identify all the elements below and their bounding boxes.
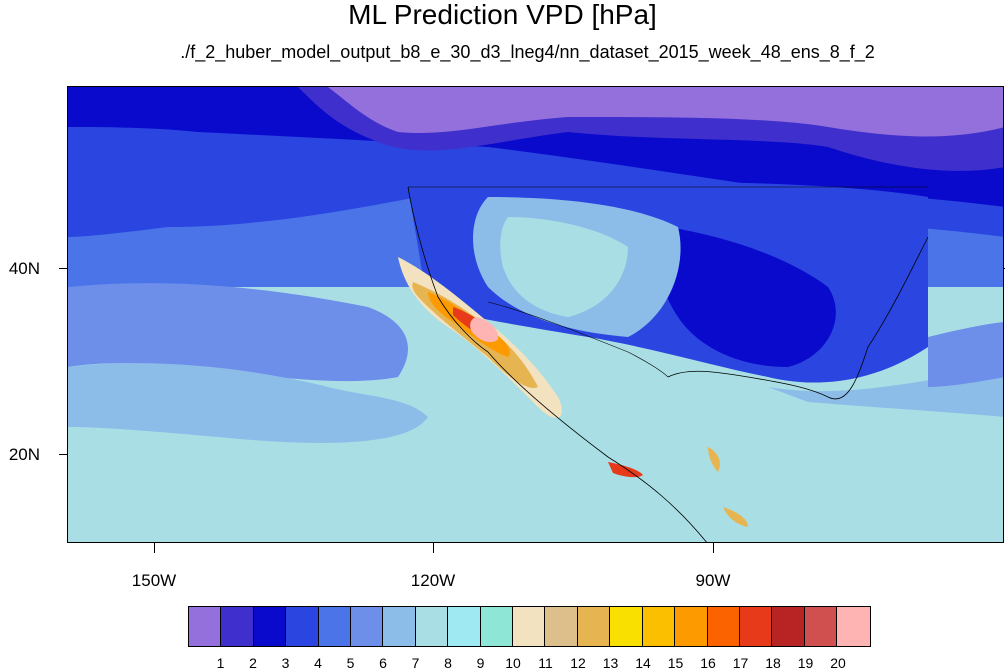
colorbar — [188, 606, 871, 647]
x-tick-90w — [713, 543, 714, 553]
atlantic-band-6 — [928, 322, 1003, 387]
colorbar-label: 11 — [538, 655, 553, 671]
band-7 — [68, 363, 428, 443]
x-label-150w: 150W — [131, 571, 177, 590]
y-label-20n: 20N — [8, 445, 40, 464]
mex-band-20 — [470, 317, 499, 343]
colorbar-box — [739, 607, 773, 646]
colorbar-label: 3 — [281, 655, 290, 671]
colorbar-label: 4 — [314, 655, 322, 671]
plot-subtitle: ./f_2_huber_model_output_b8_e_30_d3_lneg… — [180, 42, 875, 62]
colorbar-label: 14 — [635, 655, 651, 671]
colorbar-box — [642, 607, 676, 646]
colorbar-label: 13 — [602, 655, 619, 671]
colorbar-label: 9 — [476, 655, 485, 671]
gulf-band-8 — [628, 372, 1003, 542]
band-8-south — [68, 483, 368, 542]
colorbar-box — [772, 607, 805, 646]
y-tick-40n — [59, 268, 67, 269]
land-band-3-east — [657, 227, 836, 367]
colorbar-label: 10 — [505, 655, 521, 671]
coastline-west — [407, 186, 707, 542]
colorbar-box — [837, 607, 870, 646]
colorbar-label: 2 — [249, 655, 257, 671]
colorbar-label: 15 — [667, 655, 684, 671]
colorbar-box — [286, 607, 319, 646]
colorbar-box — [513, 607, 546, 646]
land-band-8-west — [500, 217, 628, 317]
colorbar-label: 19 — [797, 655, 814, 671]
coastline-east — [667, 236, 929, 400]
colorbar-box — [675, 607, 708, 646]
colorbar-box — [383, 607, 416, 646]
x-label-90w: 90W — [695, 571, 731, 590]
colorbar-box — [448, 607, 481, 646]
y-label-40n: 40N — [8, 259, 40, 278]
colorbar-label: 7 — [411, 655, 420, 671]
colorbar-box — [415, 607, 449, 646]
band-1 — [328, 87, 1003, 137]
colorbar-label: 8 — [444, 655, 452, 671]
vpd-contour-field — [68, 87, 1003, 542]
colorbar-box — [610, 607, 643, 646]
y-tick-20n — [59, 454, 67, 455]
mex-south-band-18 — [608, 462, 643, 478]
colorbar-box — [318, 607, 352, 646]
colorbar-label: 1 — [216, 655, 225, 671]
colorbar-box — [577, 607, 611, 646]
colorbar-box — [545, 607, 578, 646]
x-tick-120w — [433, 543, 434, 553]
colorbar-label: 17 — [732, 655, 749, 671]
vpd-map — [67, 86, 1004, 543]
colorbar-label: 5 — [346, 655, 355, 671]
colorbar-box — [221, 607, 254, 646]
colorbar-label: 12 — [570, 655, 586, 671]
colorbar-box — [707, 607, 740, 646]
colorbar-label: 6 — [379, 655, 387, 671]
x-label-120w: 120W — [410, 571, 456, 590]
colorbar-label: 16 — [700, 655, 716, 671]
cuba-band-13 — [723, 507, 748, 527]
border-us-mexico — [487, 301, 669, 378]
x-tick-150w — [154, 543, 155, 553]
colorbar-box — [351, 607, 384, 646]
colorbar-box — [804, 607, 838, 646]
colorbar-box — [189, 607, 222, 646]
plot-title: ML Prediction VPD [hPa] — [348, 0, 657, 30]
colorbar-box — [480, 607, 514, 646]
colorbar-box — [253, 607, 287, 646]
central-america-band-13 — [708, 447, 720, 472]
band-6 — [68, 283, 408, 382]
colorbar-label: 18 — [765, 655, 781, 671]
colorbar-label: 20 — [830, 655, 846, 671]
